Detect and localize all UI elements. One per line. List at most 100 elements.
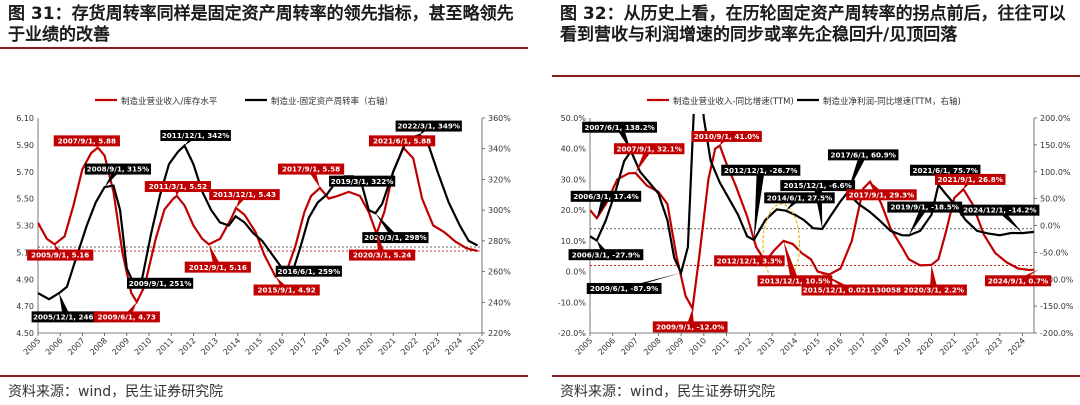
x-tick-label: 2021 (377, 336, 398, 357)
callout-pointer (908, 207, 929, 236)
callout-label: 2011/3/1, 5.52 (149, 182, 207, 191)
callout-box (362, 232, 429, 244)
x-tick-label: 2018 (870, 336, 891, 357)
x-tick-label: 2018 (310, 336, 331, 357)
left-chart: 制造业营业收入/库存水平 制造业-固定资产周转率（右轴） 4.50 4.70 4.90 5… (16, 96, 511, 357)
callout-box (757, 275, 833, 287)
data-callout: 2014/6/1, 27.5% (764, 192, 835, 211)
data-callout: 2017/9/1, 5.58 (277, 163, 345, 188)
x-tick-label: 2025 (466, 336, 487, 357)
callout-box (613, 143, 685, 155)
callout-box (582, 121, 657, 133)
callout-label: 2006/3/1, 17.4% (573, 192, 638, 201)
data-callout: 2024/9/1, 0.7% (984, 269, 1052, 287)
right-y-tick-label: 200.0% (1040, 114, 1071, 123)
callout-box (691, 130, 762, 142)
data-callout: 2007/9/1, 5.88 (53, 135, 120, 148)
legend-label: 制造业-固定资产周转率（右轴） (271, 96, 393, 107)
data-callout: 2013/12/1, 5.43 (209, 189, 280, 209)
x-tick-label: 2012 (177, 336, 198, 357)
left-y-tick-label: 5.30 (16, 222, 34, 231)
right-y-tick-label: 300% (488, 206, 511, 215)
callout-label: 2021/6/1, 75.7% (912, 166, 977, 175)
data-callout: 2009/9/1, 251% (127, 277, 194, 289)
left-title-rule (0, 47, 528, 49)
callout-label: 2021/6/1, 5.88 (373, 136, 431, 145)
x-tick-label: 2019 (892, 336, 913, 357)
x-tick-label: 2013 (756, 336, 777, 357)
x-tick-label: 2019 (332, 336, 353, 357)
left-y-tick-label: 0.0% (566, 268, 587, 277)
left-y-tick-label: -20.0% (558, 329, 587, 338)
right-y-tick-label: 240% (488, 298, 511, 307)
callout-label: 2009/6/1, -87.9% (590, 284, 658, 293)
data-callout: 2005/9/1, 5.16 (27, 244, 94, 261)
left-y-tick-label: 5.90 (16, 141, 34, 150)
callout-label: 2019/9/1, -18.5% (890, 203, 958, 212)
legend-label: 制造业营业收入-同比增速(TTM) (673, 96, 794, 107)
callout-pointer (59, 293, 71, 317)
data-callout: 2011/12/1, 342% (160, 129, 231, 146)
data-callout: 2021/9/1, 26.8% (934, 173, 1006, 190)
data-callout: 2008/9/1, 315% (84, 163, 152, 188)
callout-box (721, 164, 801, 176)
left-figure-panel: 图 31：存货周转率同样是固定资产周转率的领先指标，甚至略领先于业绩的改善 制造… (0, 0, 528, 405)
callout-label: 2011/12/1, 342% (162, 131, 230, 140)
callout-label: 2009/6/1, 4.73 (98, 312, 156, 321)
callout-box (934, 173, 1006, 185)
callout-box (827, 149, 899, 161)
callout-box (887, 201, 963, 213)
callout-box (652, 321, 728, 333)
legend-label: 制造业营业收入/库存水平 (121, 96, 218, 107)
callout-label: 2024/12/1, -14.2% (963, 206, 1036, 215)
right-y-tick-label: 50.0% (1040, 195, 1066, 204)
callout-box (368, 135, 436, 147)
callout-pointer (375, 213, 400, 238)
left-y-tick-label: 5.50 (16, 195, 34, 204)
callout-box (277, 163, 345, 175)
data-callout: 2010/9/1, 41.0% (691, 130, 762, 146)
x-tick-label: 2016 (824, 336, 845, 357)
right-y-tick-label: 280% (488, 237, 511, 246)
right-y-tick-label: -50.0% (1040, 248, 1069, 257)
callout-label: 2012/9/1, 5.16 (189, 263, 247, 272)
callout-pointer (596, 240, 610, 255)
callout-box (184, 261, 251, 273)
callout-box (984, 275, 1052, 287)
x-tick-label: 2015 (801, 336, 822, 357)
left-y-tick-label: 10.0% (561, 237, 587, 246)
callout-label: 2022/3/1, 349% (397, 122, 460, 131)
callout-box (714, 255, 785, 267)
x-tick-label: 2024 (443, 336, 464, 357)
x-tick-label: 2006 (44, 336, 65, 357)
callout-box (764, 192, 835, 204)
callout-label: 2012/12/1, -26.7% (724, 166, 797, 175)
data-callout: 2009/9/1, -12.0% (652, 308, 728, 333)
x-tick-label: 2013 (199, 336, 220, 357)
left-y-tick-label: 50.0% (561, 114, 587, 123)
x-tick-label: 2006 (596, 336, 617, 357)
callout-box (275, 265, 342, 277)
x-tick-label: 2010 (133, 336, 154, 357)
x-tick-label: 2024 (1006, 336, 1027, 357)
left-y-tick-label: 40.0% (561, 145, 587, 154)
right-y-tick-label: 0.0% (1040, 222, 1061, 231)
data-callout: 2019/9/1, -18.5% (887, 201, 963, 236)
x-tick-label: 2009 (665, 336, 686, 357)
chart-legend: 制造业营业收入/库存水平 制造业-固定资产周转率（右轴） (95, 96, 393, 107)
callout-label: 2007/6/1, 138.2% (584, 123, 654, 132)
callout-label: 2017/6/1, 60.9% (831, 150, 896, 159)
data-callout: 2006/3/1, -27.9% (568, 240, 644, 261)
callout-box (93, 311, 160, 323)
legend-label: 制造业净利润-同比增速(TTM，右轴) (823, 96, 961, 107)
data-callout: 2024/12/1, -14.2% (960, 204, 1040, 234)
callout-pointer (275, 276, 291, 290)
callout-label: 2019/3/1, 322% (331, 177, 394, 186)
x-tick-label: 2007 (66, 336, 87, 357)
right-y-tick-label: 260% (488, 268, 511, 277)
callout-label: 2014/6/1, 27.5% (767, 193, 832, 202)
left-y-tick-label: 20.0% (561, 206, 587, 215)
callout-label: 2008/9/1, 315% (87, 165, 150, 174)
data-callout: 2020/3/1, 5.24 (349, 233, 416, 261)
callout-label: 2017/9/1, 5.58 (282, 165, 340, 174)
